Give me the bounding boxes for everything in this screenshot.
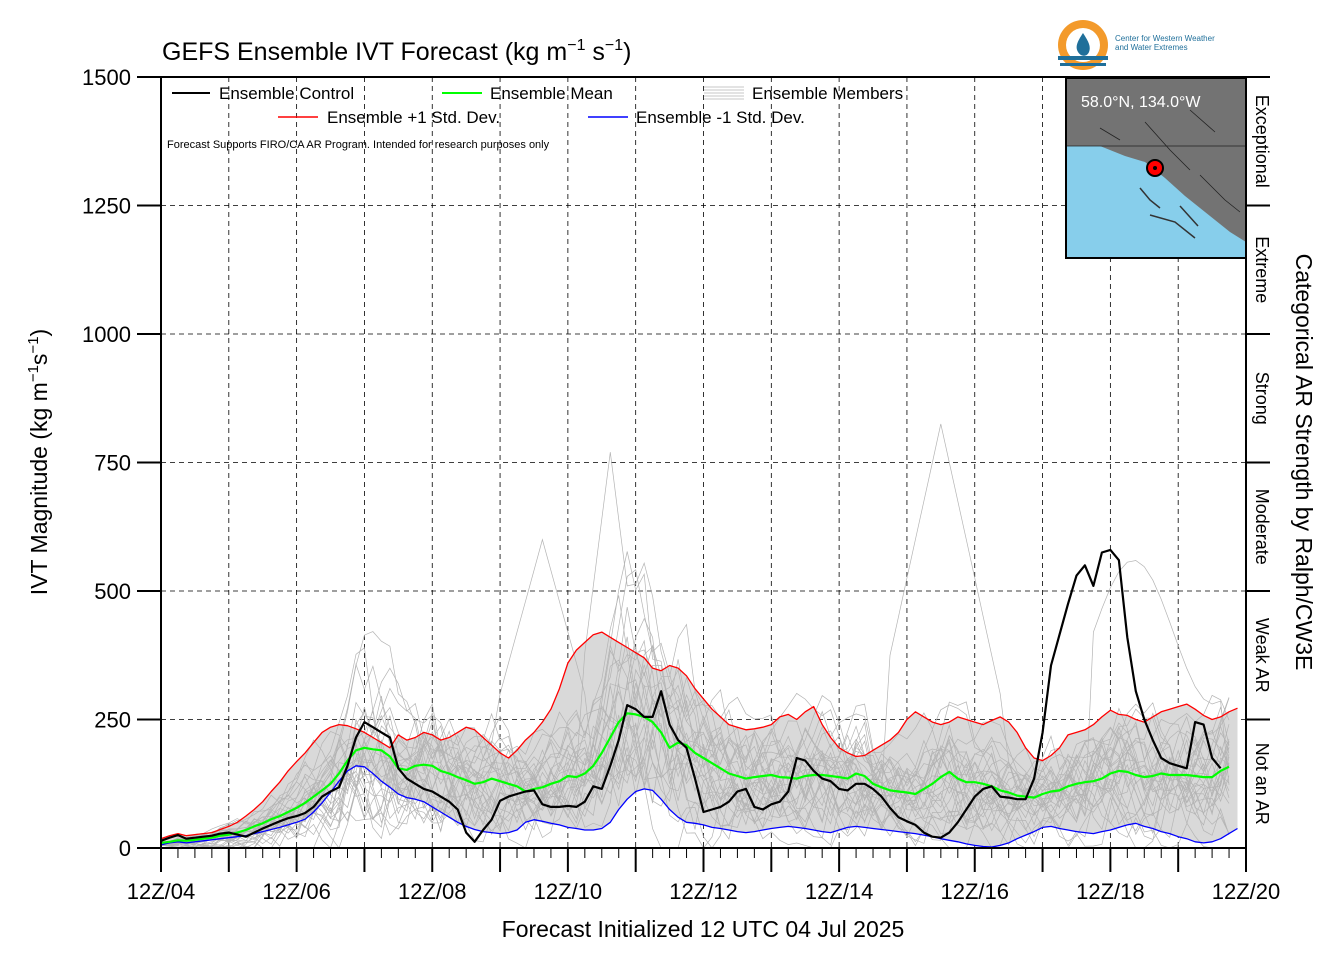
y-axis: 0 250 500 750 1000 1250 1500	[82, 65, 161, 861]
ensemble-member-line	[161, 423, 1230, 846]
logo-drop-icon	[1076, 33, 1090, 56]
x-tick-label: 12Z/08	[398, 879, 467, 904]
y-tick-label: 750	[94, 451, 131, 476]
x-axis: 12Z/04 12Z/06 12Z/08 12Z/10 12Z/12 12Z/14 12Z/…	[127, 848, 1281, 904]
series-lines	[161, 548, 1238, 848]
y-tick-label: 500	[94, 579, 131, 604]
category-label: Exceptional	[1252, 95, 1272, 188]
legend-control-label: Ensemble Control	[219, 84, 354, 103]
legend-plus-label: Ensemble +1 Std. Dev.	[327, 108, 500, 127]
ensemble-member-line	[161, 720, 1230, 848]
legend-members-label: Ensemble Members	[752, 84, 903, 103]
y-tick-label: 1000	[82, 322, 131, 347]
category-label: Moderate	[1252, 489, 1272, 565]
ensemble-member-line	[161, 685, 1230, 848]
ensemble-member-line	[161, 649, 1230, 848]
logo-text-line1: Center for Western Weather	[1115, 34, 1215, 43]
ensemble-member-line	[161, 668, 1230, 846]
right-axis-label: Categorical AR Strength by Ralph/CW3E	[1291, 254, 1317, 671]
x-tick-label: 12Z/14	[805, 879, 874, 904]
inset-map: 58.0°N, 134.0°W	[1065, 77, 1247, 259]
x-tick-label: 12Z/04	[127, 879, 196, 904]
plus-std-line	[161, 631, 1238, 840]
x-tick-label: 12Z/20	[1212, 879, 1281, 904]
legend-minus-label: Ensemble -1 Std. Dev.	[636, 108, 805, 127]
y-axis-label: IVT Magnitude (kg m−1s−1)	[25, 329, 52, 595]
legend: Ensemble Control Ensemble Mean Ensemble …	[167, 84, 903, 151]
minus-std-line	[161, 765, 1238, 848]
x-tick-label: 12Z/18	[1076, 879, 1145, 904]
x-tick-label: 12Z/16	[941, 879, 1010, 904]
mean-line	[161, 712, 1230, 844]
disclaimer-note: Forecast Supports FIRO/CA AR Program. In…	[167, 139, 550, 151]
chart-title: GEFS Ensemble IVT Forecast (kg m−1 s−1)	[162, 37, 632, 66]
y-tick-label: 250	[94, 708, 131, 733]
y-tick-label: 0	[119, 836, 131, 861]
logo-text-line2: and Water Extremes	[1115, 43, 1188, 52]
ensemble-member-line	[161, 722, 1230, 846]
y-tick-label: 1500	[82, 65, 131, 90]
x-tick-label: 12Z/10	[534, 879, 603, 904]
ensemble-member-line	[161, 687, 1230, 848]
y-tick-label: 1250	[82, 194, 131, 219]
ensemble-member-line	[161, 659, 1230, 848]
category-label: Strong	[1252, 372, 1272, 425]
legend-mean-label: Ensemble Mean	[490, 84, 613, 103]
legend-members-swatch	[704, 86, 744, 100]
inset-coordinates: 58.0°N, 134.0°W	[1081, 94, 1201, 111]
ensemble-member-line	[161, 551, 1230, 848]
category-label: Not an AR	[1252, 743, 1272, 825]
ensemble-member-line	[161, 664, 1230, 846]
category-label: Extreme	[1252, 236, 1272, 303]
category-axis: Not an AR Weak AR Moderate Strong Extreme Exc…	[1246, 76, 1272, 825]
inset-ocean	[1066, 146, 1246, 258]
cw3e-logo: Center for Western Weather and Water Ext…	[1058, 20, 1215, 70]
x-tick-label: 12Z/06	[262, 879, 331, 904]
control-line	[161, 548, 1222, 843]
x-tick-label: 12Z/12	[669, 879, 738, 904]
plot-area	[161, 423, 1238, 848]
category-label: Weak AR	[1252, 618, 1272, 693]
x-axis-label: Forecast Initialized 12 UTC 04 Jul 2025	[502, 916, 905, 942]
